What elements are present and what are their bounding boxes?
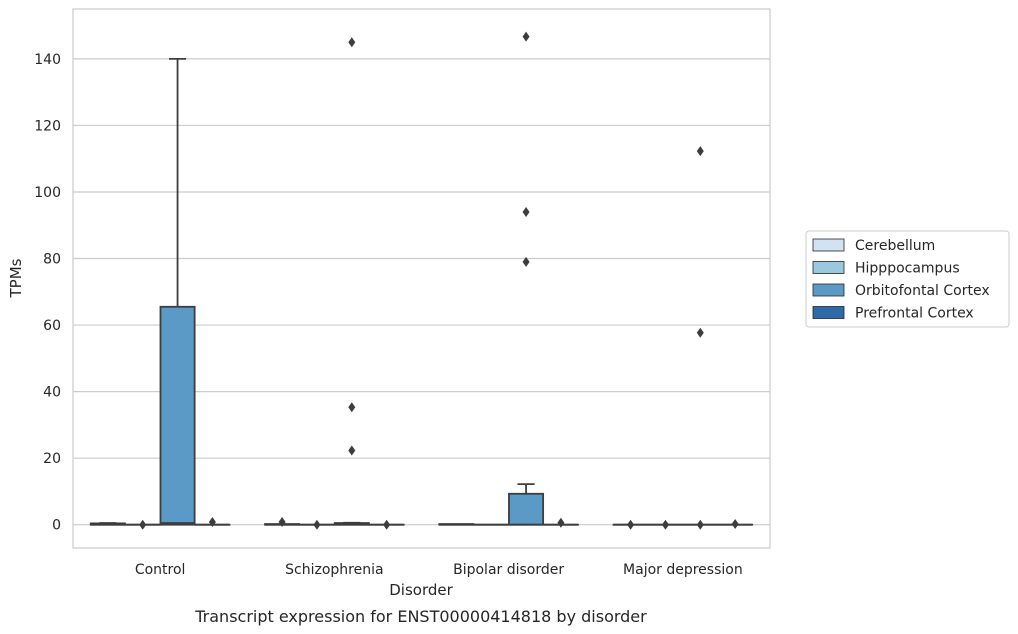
outlier-point bbox=[661, 519, 669, 530]
y-tick-label: 140 bbox=[34, 52, 61, 68]
outlier-point bbox=[348, 37, 356, 48]
outlier-point bbox=[139, 519, 147, 530]
y-tick-label: 100 bbox=[34, 185, 61, 201]
x-tick-label: Bipolar disorder bbox=[453, 562, 564, 578]
legend-frame bbox=[805, 230, 1010, 328]
outliers bbox=[139, 31, 739, 530]
outlier-point bbox=[522, 206, 530, 217]
box-body bbox=[508, 492, 545, 526]
outlier-point bbox=[627, 519, 635, 530]
legend-label: Prefrontal Cortex bbox=[855, 306, 974, 322]
legend-swatch bbox=[812, 238, 845, 252]
boxes bbox=[89, 58, 754, 526]
outlier-point bbox=[731, 519, 739, 530]
box-orbitofontal-cortex bbox=[508, 483, 545, 526]
x-axis-ticks: Control Schizophrenia Bipolar disorder Majo… bbox=[135, 562, 743, 578]
y-tick-label: 0 bbox=[52, 518, 61, 534]
y-tick-label: 60 bbox=[43, 318, 61, 334]
y-tick-label: 120 bbox=[34, 118, 61, 134]
legend-swatch bbox=[812, 261, 845, 274]
outlier-point bbox=[278, 517, 286, 528]
outlier-point bbox=[383, 519, 391, 530]
outlier-point bbox=[522, 256, 530, 267]
legend: Cerebellum Hipppocampus Orbitofontal Corte… bbox=[805, 230, 1010, 328]
legend-swatch bbox=[812, 283, 845, 297]
box-orbitofontal-cortex bbox=[333, 521, 370, 526]
y-tick-label: 20 bbox=[43, 451, 61, 467]
box-cerebellum bbox=[89, 522, 126, 526]
legend-label: Orbitofontal Cortex bbox=[855, 283, 990, 299]
y-tick-label: 80 bbox=[43, 252, 61, 268]
legend-label: Cerebellum bbox=[855, 238, 935, 254]
outlier-point bbox=[313, 519, 321, 530]
y-tick-label: 40 bbox=[43, 385, 61, 401]
box-orbitofontal-cortex bbox=[159, 58, 196, 526]
outlier-point bbox=[348, 445, 356, 456]
x-axis-title: Disorder bbox=[389, 581, 453, 599]
plot-area-frame bbox=[72, 8, 771, 549]
x-tick-label: Major depression bbox=[623, 562, 743, 578]
outlier-point bbox=[557, 517, 565, 528]
outlier-point bbox=[348, 402, 356, 413]
outlier-point bbox=[522, 31, 530, 42]
chart-caption: Transcript expression for ENST0000041481… bbox=[194, 607, 647, 626]
legend-swatch bbox=[812, 306, 845, 319]
x-tick-label: Schizophrenia bbox=[285, 562, 383, 578]
y-axis-ticks: 0 20 40 60 80 100 120 140 bbox=[34, 52, 61, 534]
outlier-point bbox=[696, 327, 704, 338]
outlier-point bbox=[696, 519, 704, 530]
x-tick-label: Control bbox=[135, 562, 186, 578]
outlier-point bbox=[208, 517, 216, 528]
box-cerebellum bbox=[438, 523, 475, 526]
outlier-point bbox=[696, 146, 704, 157]
box-body bbox=[159, 305, 196, 526]
legend-label: Hipppocampus bbox=[855, 261, 960, 277]
y-axis-title: TPMs bbox=[7, 258, 25, 298]
